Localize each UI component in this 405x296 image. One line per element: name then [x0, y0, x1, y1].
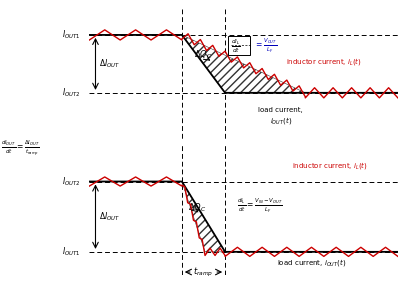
- Text: $\frac{di_L}{dt} = \frac{V_{IN} - V_{OUT}}{L_F}$: $\frac{di_L}{dt} = \frac{V_{IN} - V_{OUT…: [237, 197, 282, 215]
- Text: $\frac{di_L}{dt}$: $\frac{di_L}{dt}$: [231, 38, 241, 55]
- Text: $\frac{di_{OUT}}{dt} = \frac{\Delta I_{OUT}}{t_{ramp}}$: $\frac{di_{OUT}}{dt} = \frac{\Delta I_{O…: [1, 138, 40, 158]
- Text: $I_{OUT2}$: $I_{OUT2}$: [62, 86, 80, 99]
- Polygon shape: [181, 35, 305, 93]
- Text: inductor current, $i_L(t)$: inductor current, $i_L(t)$: [285, 56, 361, 67]
- Bar: [228, 36, 249, 55]
- Text: $I_{OUT2}$: $I_{OUT2}$: [62, 175, 80, 188]
- Text: load current,
$i_{OUT}(t)$: load current, $i_{OUT}(t)$: [258, 107, 302, 126]
- Text: $I_{OUT1}$: $I_{OUT1}$: [62, 29, 80, 41]
- Polygon shape: [181, 181, 224, 252]
- Text: $\Delta I_{OUT}$: $\Delta I_{OUT}$: [98, 210, 119, 223]
- Text: $= \frac{V_{OUT}}{L_F}$: $= \frac{V_{OUT}}{L_F}$: [254, 37, 277, 55]
- Text: inductor current, $i_L(t)$: inductor current, $i_L(t)$: [292, 160, 367, 171]
- Text: $\Delta I_{OUT}$: $\Delta I_{OUT}$: [98, 58, 119, 70]
- Text: $\Delta Q_C$: $\Delta Q_C$: [194, 49, 212, 62]
- Text: $I_{OUT1}$: $I_{OUT1}$: [62, 246, 80, 258]
- Text: $\Delta Q_C$: $\Delta Q_C$: [188, 201, 206, 214]
- Text: $t_{ramp}$: $t_{ramp}$: [193, 266, 213, 279]
- Text: load current, $i_{OUT}(t)$: load current, $i_{OUT}(t)$: [276, 257, 345, 268]
